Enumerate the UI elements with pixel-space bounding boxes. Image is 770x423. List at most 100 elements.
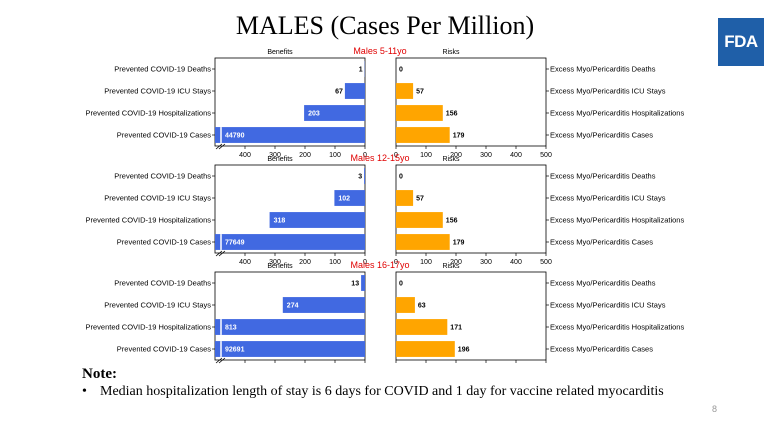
panel-1-risk-value-3: 156 — [446, 111, 458, 118]
panel-1-benefit-xtick-label-1: 400 — [239, 152, 251, 159]
panel-3-benefit-bar-4 — [215, 341, 365, 357]
panel-1-risk-category-1: Excess Myo/Pericarditis Deaths — [550, 65, 656, 74]
panel-3-risk-category-3: Excess Myo/Pericarditis Hospitalizations — [550, 323, 684, 332]
panel-2-risk-xtick-label-1: 0 — [394, 259, 398, 266]
panel-1-benefit-value-1: 1 — [359, 67, 363, 74]
panel-3-benefit-value-1: 13 — [351, 281, 359, 288]
panel-1-risk-value-4: 179 — [453, 133, 465, 140]
panel-3-risk-value-4: 196 — [458, 347, 470, 354]
panel-2-benefit-bar-4 — [215, 234, 365, 250]
panel-2-benefit-bar-2 — [334, 190, 365, 206]
page-number: 8 — [712, 404, 718, 414]
panel-3-benefits-frame — [214, 271, 366, 361]
panel-2-benefit-xtick-label-2: 300 — [269, 259, 281, 266]
panel-1-benefit-category-4: Prevented COVID-19 Cases — [117, 131, 211, 140]
panel-2-benefit-value-4: 77649 — [225, 240, 245, 247]
panel-1-benefit-category-3: Prevented COVID-19 Hospitalizations — [86, 109, 212, 118]
panel-2-risk-bar-3 — [396, 212, 443, 228]
panel-2-risk-value-4: 179 — [453, 240, 465, 247]
panel-1-risk-xtick-label-2: 100 — [420, 152, 432, 159]
benefit-risk-charts: Benefits Risks Males 5-11yo 1 Prevented COVI… — [86, 46, 684, 364]
panel-1-benefit-bar-4 — [215, 127, 365, 143]
panel-1-axis-break — [215, 143, 226, 150]
panel-3-risk-value-2: 63 — [418, 303, 426, 310]
panel-1-benefit-xtick-label-2: 300 — [269, 152, 281, 159]
panel-2-group-label: Males 12-15yo — [350, 153, 409, 163]
panel-2-risk-bar-2 — [396, 190, 414, 206]
panel-3-benefit-bar-2 — [282, 297, 365, 313]
panel-3-benefit-bar-1 — [361, 275, 365, 291]
panel-1-risk-bar-4 — [396, 127, 450, 143]
panel-3-risk-category-4: Excess Myo/Pericarditis Cases — [550, 345, 653, 354]
panel-2-benefit-category-1: Prevented COVID-19 Deaths — [114, 172, 211, 181]
panel-3-benefit-category-1: Prevented COVID-19 Deaths — [114, 279, 211, 288]
panel-3-axis-break — [215, 357, 226, 364]
panel-3-risk-bar-4 — [396, 341, 455, 357]
panel-3-benefits-title: Benefits — [267, 263, 293, 270]
panel-1-risk-xtick-label-1: 0 — [394, 152, 398, 159]
panel-2-risk-xtick-label-6: 500 — [540, 259, 552, 266]
note-heading: Note: — [82, 366, 117, 382]
fda-logo: FDA — [718, 18, 764, 66]
panel-2-benefit-category-2: Prevented COVID-19 ICU Stays — [104, 194, 211, 203]
panel-1-risk-category-3: Excess Myo/Pericarditis Hospitalizations — [550, 109, 684, 118]
panel-3-benefit-value-4: 92691 — [225, 347, 245, 354]
panel-1-benefits-title: Benefits — [267, 49, 293, 56]
panel-2-benefit-value-2: 102 — [338, 196, 350, 203]
panel-2-benefits-frame — [214, 164, 366, 254]
panel-3-risk-category-2: Excess Myo/Pericarditis ICU Stays — [550, 301, 666, 310]
panel-3-benefit-category-4: Prevented COVID-19 Cases — [117, 345, 211, 354]
panel-1-benefit-bar-3 — [304, 105, 365, 121]
panel-1-benefit-xtick-label-3: 200 — [299, 152, 311, 159]
panel-2-benefit-value-3: 318 — [274, 218, 286, 225]
panel-2-benefit-xtick-label-5: 0 — [363, 259, 367, 266]
panel-2-risk-value-3: 156 — [446, 218, 458, 225]
panel-2-risk-xtick-label-5: 400 — [510, 259, 522, 266]
panel-3-risks-frame — [395, 271, 547, 361]
panel-2-risk-xtick-label-4: 300 — [480, 259, 492, 266]
panel-3-risk-value-1: 0 — [399, 281, 403, 288]
panel-2-risk-xtick-label-3: 200 — [450, 259, 462, 266]
note-bullet: • Median hospitalization length of stay i… — [82, 384, 664, 400]
panel-1-risk-value-2: 57 — [416, 89, 424, 96]
panel-1-benefit-xtick-label-4: 100 — [329, 152, 341, 159]
panel-3-group-label: Males 16-17yo — [350, 260, 409, 270]
panel-1-risks-frame — [395, 57, 547, 147]
panel-1-risks-title: Risks — [442, 49, 460, 56]
panel-1-benefits-frame — [214, 57, 366, 147]
panel-2-risks-frame — [395, 164, 547, 254]
panel-2-benefit-value-1: 3 — [358, 174, 362, 181]
bullet-dot: • — [82, 384, 87, 399]
panel-2-benefit-bar-1 — [364, 168, 365, 184]
panel-3-benefit-value-2: 274 — [287, 303, 299, 310]
panel-1-benefit-value-2: 67 — [335, 89, 343, 96]
panel-1-risk-xtick-label-5: 400 — [510, 152, 522, 159]
panel-1-risk-category-2: Excess Myo/Pericarditis ICU Stays — [550, 87, 666, 96]
panel-3-benefit-category-3: Prevented COVID-19 Hospitalizations — [86, 323, 212, 332]
panel-2-benefit-xtick-label-1: 400 — [239, 259, 251, 266]
panel-3-benefit-bar-3 — [215, 319, 365, 335]
panel-3-risk-bar-3 — [396, 319, 448, 335]
panel-3-benefit-category-2: Prevented COVID-19 ICU Stays — [104, 301, 211, 310]
panel-1-benefit-xtick-label-5: 0 — [363, 152, 367, 159]
panel-2-risk-category-2: Excess Myo/Pericarditis ICU Stays — [550, 194, 666, 203]
panel-1-risk-xtick-label-6: 500 — [540, 152, 552, 159]
panel-2-benefit-xtick-label-3: 200 — [299, 259, 311, 266]
panel-2-risk-category-1: Excess Myo/Pericarditis Deaths — [550, 172, 656, 181]
panel-1-benefit-category-1: Prevented COVID-19 Deaths — [114, 65, 211, 74]
panel-2-risks-title: Risks — [442, 156, 460, 163]
panel-3-risks-title: Risks — [442, 263, 460, 270]
panel-1-risk-xtick-label-4: 300 — [480, 152, 492, 159]
panel-1-benefit-value-4: 44790 — [225, 133, 245, 140]
panel-1-benefit-value-3: 203 — [308, 111, 320, 118]
panel-1-group-label: Males 5-11yo — [353, 46, 406, 56]
panel-1-risk-bar-3 — [396, 105, 443, 121]
panel-2-risk-value-2: 57 — [416, 196, 424, 203]
panel-2-risk-xtick-label-2: 100 — [420, 259, 432, 266]
panel-2-axis-break — [215, 250, 226, 257]
panel-2-benefit-category-4: Prevented COVID-19 Cases — [117, 238, 211, 247]
panel-1-benefit-bar-2 — [344, 83, 365, 99]
panel-2-risk-category-4: Excess Myo/Pericarditis Cases — [550, 238, 653, 247]
panel-2-benefits-title: Benefits — [267, 156, 293, 163]
panel-2-benefit-bar-3 — [269, 212, 365, 228]
